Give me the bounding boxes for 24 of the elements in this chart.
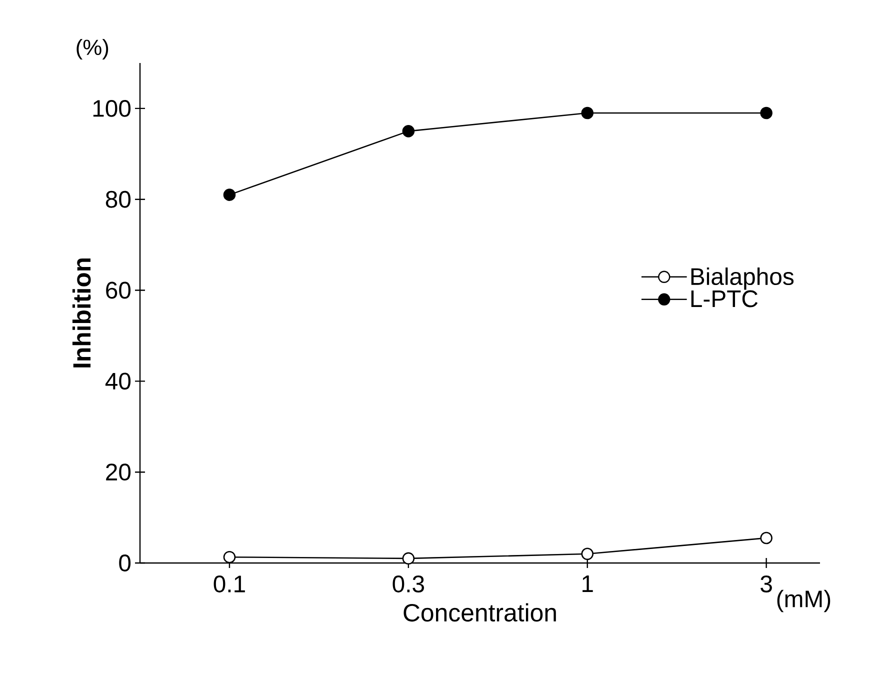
text: (mM) — [777, 590, 830, 612]
x-tick-label: 0.3 — [392, 576, 424, 592]
text: (%) — [76, 39, 108, 60]
point — [760, 106, 772, 120]
x-tick-label: 0.1 — [214, 576, 245, 592]
y-tick-label: 60 — [106, 282, 131, 299]
y-tick-label: 80 — [106, 190, 131, 208]
y-axis-title: Inhibition — [72, 258, 91, 368]
y-tick-label: 100 — [93, 100, 131, 117]
x-tick-label: 3 — [760, 576, 772, 592]
point — [402, 125, 415, 138]
point — [760, 532, 772, 544]
point — [581, 548, 594, 560]
legend-label: Bialaphos — [691, 267, 794, 290]
point — [581, 106, 594, 120]
y-tick-label: 40 — [105, 372, 131, 390]
x-tick-label: 1 — [582, 576, 593, 592]
x-axis-title: Concentration — [404, 603, 556, 622]
y-tick-label: 20 — [106, 464, 131, 481]
point — [223, 550, 236, 564]
y-tick-label: 0 — [119, 554, 131, 572]
legend-label: L-PTC — [691, 290, 758, 308]
point — [223, 188, 236, 201]
point — [402, 552, 415, 565]
